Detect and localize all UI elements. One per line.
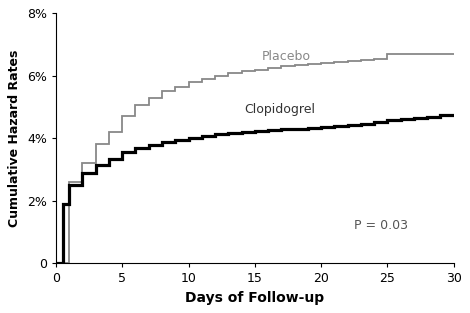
Y-axis label: Cumulative Hazard Rates: Cumulative Hazard Rates [8,49,21,227]
Text: Clopidogrel: Clopidogrel [244,103,315,116]
Text: Placebo: Placebo [261,50,311,63]
Text: P = 0.03: P = 0.03 [354,219,408,232]
X-axis label: Days of Follow-up: Days of Follow-up [185,291,324,305]
